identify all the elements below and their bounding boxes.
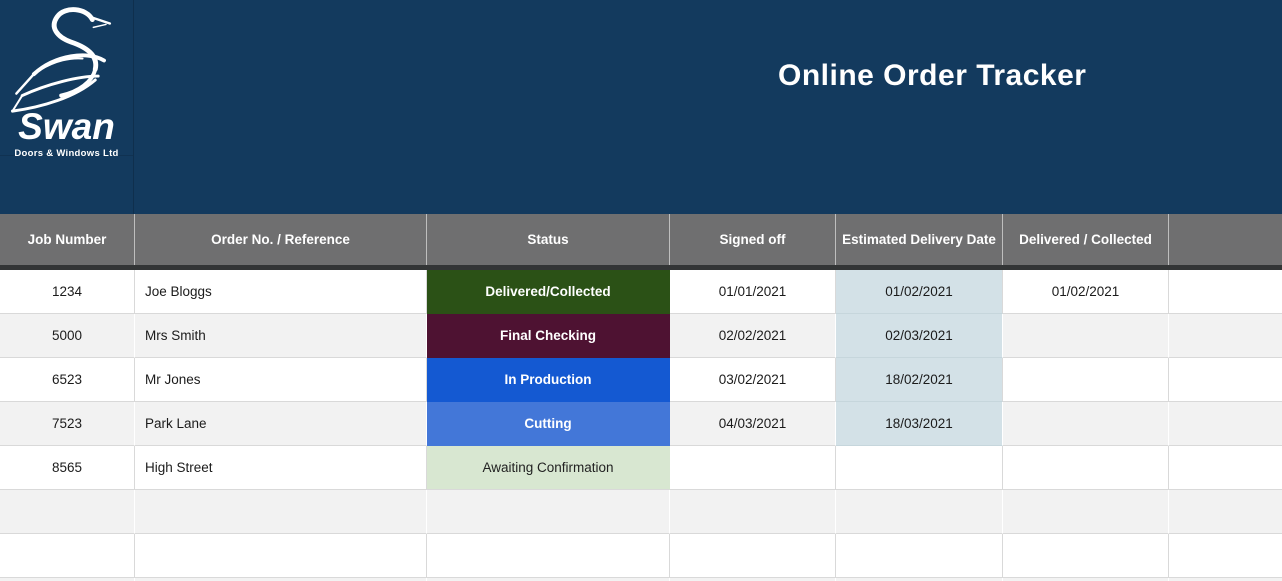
delivered-collected-cell[interactable] xyxy=(1003,578,1169,581)
table-row xyxy=(0,534,1282,578)
order-reference-cell[interactable] xyxy=(135,534,427,578)
banner: Swan Doors & Windows Ltd Online Order Tr… xyxy=(0,0,1282,214)
estimated-delivery-cell[interactable] xyxy=(836,534,1003,578)
order-reference-cell[interactable]: Mr Jones xyxy=(135,358,427,402)
order-reference-cell[interactable]: Joe Bloggs xyxy=(135,270,427,314)
table-row xyxy=(0,490,1282,534)
estimated-delivery-cell[interactable] xyxy=(836,446,1003,490)
table-row xyxy=(0,578,1282,581)
header-bottom-strip xyxy=(0,265,1282,270)
column-header-status: Status xyxy=(427,214,670,265)
estimated-delivery-cell[interactable] xyxy=(836,490,1003,534)
delivered-collected-cell[interactable] xyxy=(1003,314,1169,358)
logo-brand-text: Swan xyxy=(18,106,115,147)
delivered-collected-cell[interactable]: 01/02/2021 xyxy=(1003,270,1169,314)
status-cell[interactable] xyxy=(427,578,670,581)
signed-off-cell[interactable] xyxy=(670,534,836,578)
signed-off-cell[interactable] xyxy=(670,446,836,490)
logo-tagline-text: Doors & Windows Ltd xyxy=(14,148,119,159)
signed-off-cell[interactable]: 02/02/2021 xyxy=(670,314,836,358)
table-row: 8565 High Street Awaiting Confirmation xyxy=(0,446,1282,490)
spare-cell[interactable] xyxy=(1169,490,1282,534)
status-cell[interactable]: Final Checking xyxy=(427,314,670,358)
delivered-collected-cell[interactable] xyxy=(1003,490,1169,534)
delivered-collected-cell[interactable] xyxy=(1003,358,1169,402)
status-cell[interactable]: Cutting xyxy=(427,402,670,446)
job-number-cell[interactable]: 8565 xyxy=(0,446,135,490)
table-row: 7523 Park Lane Cutting 04/03/2021 18/03/… xyxy=(0,402,1282,446)
order-reference-cell[interactable] xyxy=(135,578,427,581)
spare-cell[interactable] xyxy=(1169,534,1282,578)
order-reference-cell[interactable] xyxy=(135,490,427,534)
job-number-cell[interactable] xyxy=(0,490,135,534)
job-number-cell[interactable]: 1234 xyxy=(0,270,135,314)
page-title: Online Order Tracker xyxy=(778,59,1087,92)
signed-off-cell[interactable] xyxy=(670,490,836,534)
status-cell[interactable] xyxy=(427,490,670,534)
column-header-order-reference: Order No. / Reference xyxy=(135,214,427,265)
signed-off-cell[interactable]: 04/03/2021 xyxy=(670,402,836,446)
status-cell[interactable] xyxy=(427,534,670,578)
column-header-estimated-delivery: Estimated Delivery Date xyxy=(836,214,1003,265)
company-logo: Swan Doors & Windows Ltd xyxy=(0,0,133,214)
delivered-collected-cell[interactable] xyxy=(1003,402,1169,446)
signed-off-cell[interactable]: 01/01/2021 xyxy=(670,270,836,314)
order-reference-cell[interactable]: High Street xyxy=(135,446,427,490)
table-row: 5000 Mrs Smith Final Checking 02/02/2021… xyxy=(0,314,1282,358)
job-number-cell[interactable] xyxy=(0,578,135,581)
status-cell[interactable]: In Production xyxy=(427,358,670,402)
estimated-delivery-cell[interactable]: 01/02/2021 xyxy=(836,270,1003,314)
estimated-delivery-cell[interactable] xyxy=(836,578,1003,581)
job-number-cell[interactable]: 7523 xyxy=(0,402,135,446)
column-header-signed-off: Signed off xyxy=(670,214,836,265)
spare-cell[interactable] xyxy=(1169,402,1282,446)
spare-cell[interactable] xyxy=(1169,446,1282,490)
status-cell[interactable]: Delivered/Collected xyxy=(427,270,670,314)
estimated-delivery-cell[interactable]: 02/03/2021 xyxy=(836,314,1003,358)
spare-cell[interactable] xyxy=(1169,358,1282,402)
table-row: 1234 Joe Bloggs Delivered/Collected 01/0… xyxy=(0,270,1282,314)
banner-row-divider xyxy=(0,155,133,156)
spare-cell[interactable] xyxy=(1169,270,1282,314)
job-number-cell[interactable]: 5000 xyxy=(0,314,135,358)
signed-off-cell[interactable]: 03/02/2021 xyxy=(670,358,836,402)
delivered-collected-cell[interactable] xyxy=(1003,446,1169,490)
column-header-job-number: Job Number xyxy=(0,214,135,265)
delivered-collected-cell[interactable] xyxy=(1003,534,1169,578)
column-header-spare xyxy=(1169,214,1282,265)
job-number-cell[interactable] xyxy=(0,534,135,578)
status-cell[interactable]: Awaiting Confirmation xyxy=(427,446,670,490)
order-reference-cell[interactable]: Park Lane xyxy=(135,402,427,446)
job-number-cell[interactable]: 6523 xyxy=(0,358,135,402)
column-header-delivered-collected: Delivered / Collected xyxy=(1003,214,1169,265)
table-header-row: Job Number Order No. / Reference Status … xyxy=(0,214,1282,265)
signed-off-cell[interactable] xyxy=(670,578,836,581)
estimated-delivery-cell[interactable]: 18/02/2021 xyxy=(836,358,1003,402)
table-row: 6523 Mr Jones In Production 03/02/2021 1… xyxy=(0,358,1282,402)
banner-column-divider xyxy=(133,0,134,214)
order-reference-cell[interactable]: Mrs Smith xyxy=(135,314,427,358)
estimated-delivery-cell[interactable]: 18/03/2021 xyxy=(836,402,1003,446)
swan-icon xyxy=(7,4,127,116)
table-body: 1234 Joe Bloggs Delivered/Collected 01/0… xyxy=(0,270,1282,581)
spare-cell[interactable] xyxy=(1169,314,1282,358)
